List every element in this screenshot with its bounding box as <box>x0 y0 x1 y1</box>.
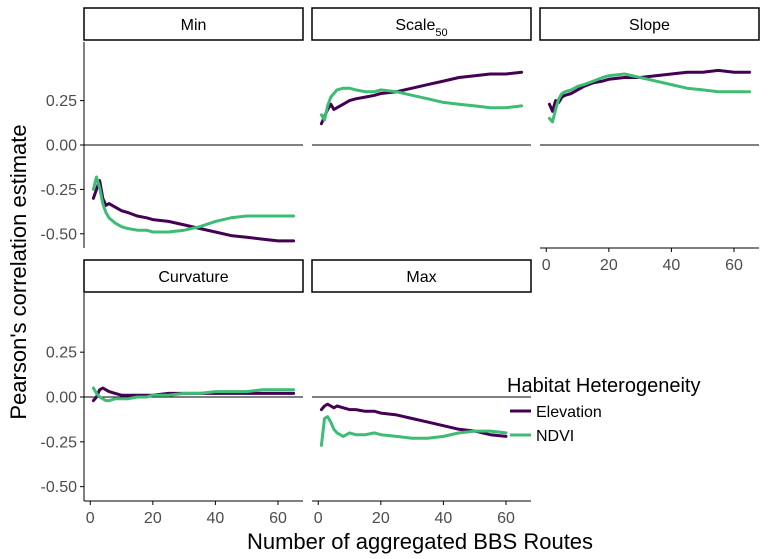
panel-slope: Slope 0 20 40 60 <box>539 7 760 274</box>
panel-max: Max 0 20 40 60 <box>311 259 532 527</box>
x-tick-label: 40 <box>663 257 681 274</box>
strip-label-slope: Slope <box>629 17 670 34</box>
y-tick-label: -0.25 <box>41 434 78 451</box>
series-line-elevation-scale50 <box>319 70 524 126</box>
strip-curvature <box>83 259 304 293</box>
strip-slope <box>539 7 760 41</box>
legend-label-ndvi: NDVI <box>536 428 574 445</box>
series-line-ndvi-curvature <box>91 386 296 403</box>
x-tick-label: 0 <box>314 510 323 527</box>
strip-label-scale50: Scale50 <box>395 17 447 39</box>
x-tick-label: 60 <box>497 510 515 527</box>
y-axis-title: Pearson's correlation estimate <box>6 124 31 419</box>
legend: Habitat Heterogeneity Elevation NDVI <box>507 375 700 445</box>
x-tick-label: 40 <box>207 510 225 527</box>
series-line-ndvi-max <box>319 415 508 447</box>
x-tick-label: 20 <box>600 257 618 274</box>
series-line-ndvi-min <box>91 175 296 234</box>
series-line-elevation-curvature <box>91 386 296 403</box>
y-tick-label: 0.25 <box>46 345 77 362</box>
strip-label-curvature: Curvature <box>158 269 228 286</box>
y-tick-label: -0.50 <box>41 226 78 243</box>
legend-title: Habitat Heterogeneity <box>507 375 700 397</box>
x-tick-label: 60 <box>269 510 287 527</box>
x-tick-label: 20 <box>144 510 162 527</box>
legend-label-elevation: Elevation <box>536 404 602 421</box>
strip-label-subscript: 50 <box>435 27 447 39</box>
y-tick-label: 0.00 <box>46 138 77 155</box>
y-tick-label: 0.00 <box>46 390 77 407</box>
series-line-elevation-slope <box>547 68 752 113</box>
strip-min <box>83 7 304 41</box>
series-line-ndvi-scale50 <box>319 86 524 122</box>
x-tick-label: 40 <box>435 510 453 527</box>
strip-label-min: Min <box>181 17 207 34</box>
x-tick-label: 60 <box>725 257 743 274</box>
panel-min: Min 0.25 0.00 -0.25 -0.50 <box>41 7 304 248</box>
x-tick-label: 0 <box>86 510 95 527</box>
series-line-elevation-max <box>319 402 508 438</box>
facet-panels: Min 0.25 0.00 -0.25 -0.50 Scale50 Slope 0 20 40 60… <box>41 7 760 527</box>
strip-label-max: Max <box>406 269 436 286</box>
y-tick-label: -0.25 <box>41 182 78 199</box>
y-tick-label: -0.50 <box>41 479 78 496</box>
y-tick-label: 0.25 <box>46 93 77 110</box>
x-tick-label: 0 <box>542 257 551 274</box>
panel-scale50: Scale50 <box>311 7 532 146</box>
panel-curvature: Curvature 0.25 0.00 -0.25 -0.50 0 20 40 60 <box>41 259 304 527</box>
series-line-elevation-min <box>91 179 296 243</box>
strip-scale50 <box>311 7 532 41</box>
strip-max <box>311 259 532 293</box>
series-line-ndvi-slope <box>547 72 752 124</box>
x-axis-title: Number of aggregated BBS Routes <box>247 529 593 554</box>
x-tick-label: 20 <box>372 510 390 527</box>
